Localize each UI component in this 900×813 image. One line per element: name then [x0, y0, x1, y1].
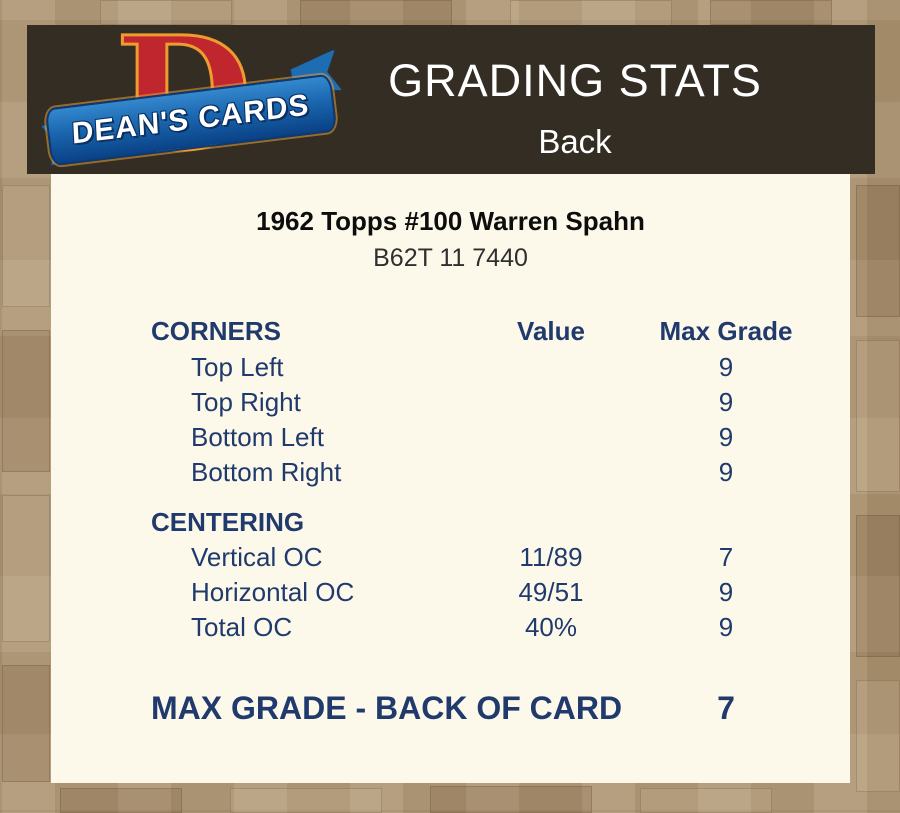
background-card-thumbnail [430, 786, 592, 813]
background-card-thumbnail [510, 0, 672, 26]
background-card-thumbnail [230, 788, 382, 813]
summary-label: MAX GRADE - BACK OF CARD [151, 690, 623, 726]
header-titles: GRADING STATS Back [310, 55, 840, 161]
background-card-thumbnail [856, 680, 900, 792]
summary-grade-value: 7 [717, 690, 735, 726]
table-row-max-grade: 7 [718, 542, 734, 572]
table-row-max-grade: 9 [718, 612, 734, 642]
table-row-max-grade: 9 [718, 387, 734, 417]
grading-stats-table: CORNERS Value Max Grade Top Left 9 Top R… [51, 312, 850, 645]
column-header-value: Value [517, 315, 585, 346]
table-row-max-grade: 9 [718, 422, 734, 452]
background-card-thumbnail [856, 340, 900, 492]
background-card-thumbnail [2, 495, 50, 642]
grading-stats-panel: 1962 Topps #100 Warren Spahn B62T 11 744… [51, 174, 850, 783]
card-name: 1962 Topps #100 Warren Spahn [256, 206, 645, 236]
table-row-max-grade: 9 [718, 457, 734, 487]
table-row-max-grade: 9 [718, 577, 734, 607]
background-card-thumbnail [2, 665, 50, 782]
table-row-label: Top Left [191, 352, 284, 382]
header-bar: D DEAN'S CARDS GRADING STATS Back [27, 15, 875, 176]
background-card-thumbnail [2, 185, 50, 307]
table-row-max-grade: 9 [718, 352, 734, 382]
section-header-corners: CORNERS [151, 315, 282, 346]
table-row-label: Horizontal OC [191, 577, 355, 607]
section-header-centering: CENTERING [151, 507, 305, 537]
page-subtitle: Back [538, 123, 612, 160]
logo-brand-text: DEAN'S CARDS [71, 88, 311, 151]
table-row-value: 49/51 [518, 577, 584, 607]
background-card-thumbnail [60, 788, 182, 813]
background-card-thumbnail [100, 0, 232, 25]
table-row-value: 40% [524, 612, 578, 642]
card-certification-number: B62T 11 7440 [373, 244, 528, 272]
background-card-thumbnail [2, 330, 50, 472]
table-row-label: Total OC [191, 612, 293, 642]
max-grade-summary: MAX GRADE - BACK OF CARD 7 [51, 688, 850, 728]
table-row-label: Bottom Left [191, 422, 324, 452]
column-header-max-grade: Max Grade [659, 315, 793, 346]
background-card-thumbnail [640, 788, 772, 813]
background-card-thumbnail [856, 515, 900, 657]
table-row-label: Vertical OC [191, 542, 323, 572]
table-row-label: Top Right [191, 387, 301, 417]
background-card-thumbnail [710, 0, 832, 25]
deans-cards-logo[interactable]: D DEAN'S CARDS [57, 15, 327, 176]
table-row-value: 11/89 [519, 542, 583, 572]
background-card-thumbnail [856, 185, 900, 317]
page-title: GRADING STATS [388, 55, 762, 106]
table-row-label: Bottom Right [191, 457, 342, 487]
background-card-thumbnail [300, 0, 452, 26]
